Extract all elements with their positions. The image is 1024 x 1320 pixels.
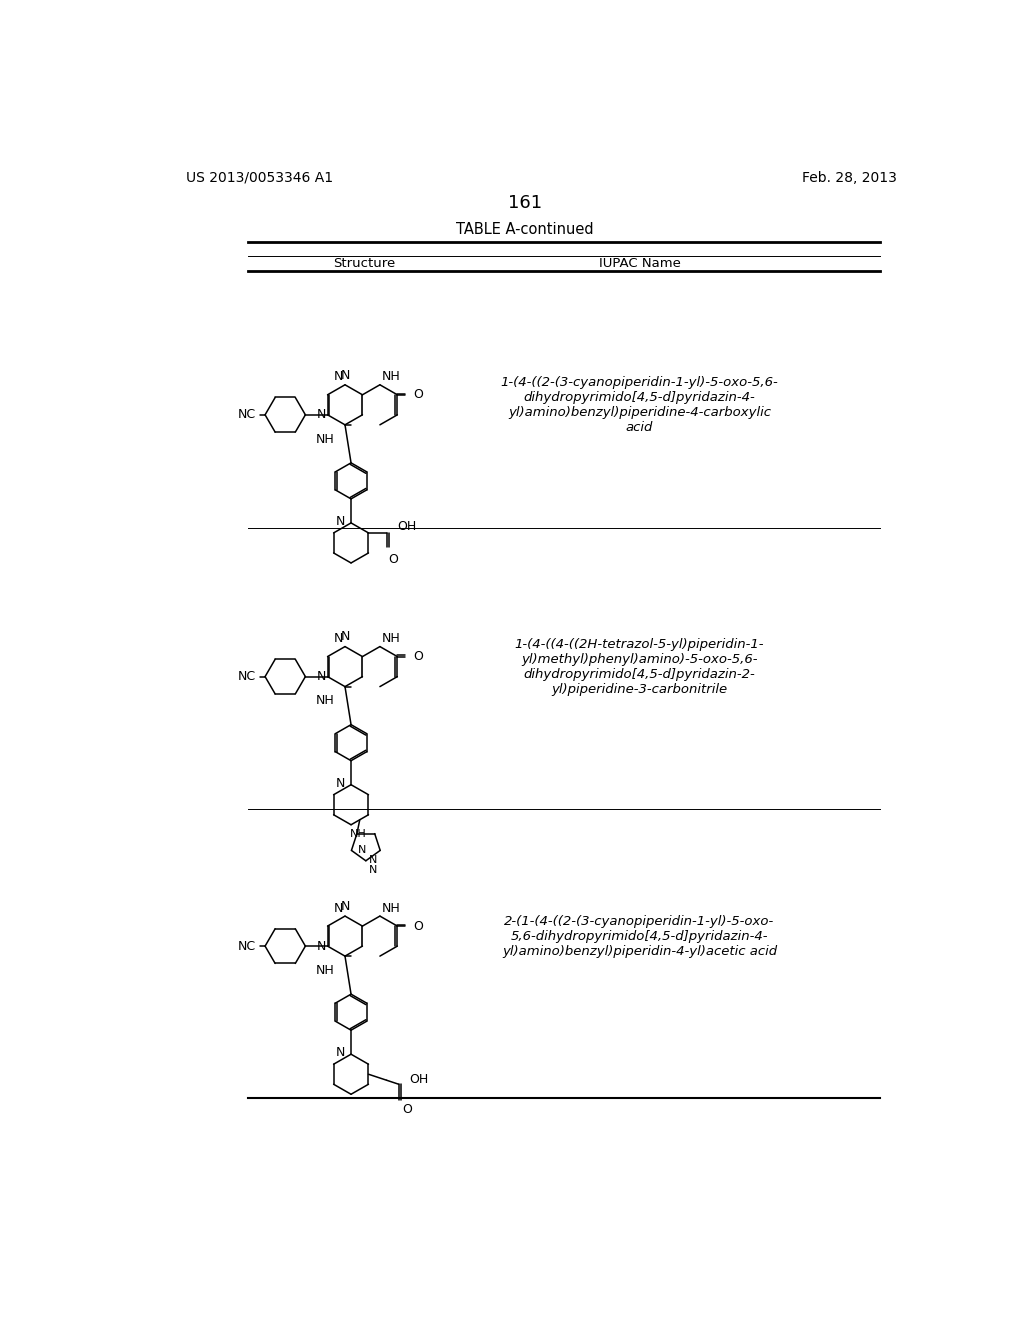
Text: N: N [369,866,377,875]
Text: N: N [336,515,345,528]
Text: TABLE A-continued: TABLE A-continued [456,222,594,236]
Text: N: N [334,370,343,383]
Text: N: N [357,845,366,855]
Text: NH: NH [315,694,334,708]
Text: NH: NH [382,902,400,915]
Text: N: N [316,408,326,421]
Text: N: N [340,368,349,381]
Text: 2-(1-(4-((2-(3-cyanopiperidin-1-yl)-5-oxo-
5,6-dihydropyrimido[4,5-d]pyridazin-4: 2-(1-(4-((2-(3-cyanopiperidin-1-yl)-5-ox… [502,915,777,957]
Text: NH: NH [382,370,400,383]
Text: N: N [334,632,343,645]
Text: O: O [413,920,423,933]
Text: OH: OH [397,520,417,533]
Text: NC: NC [238,940,256,953]
Text: N: N [340,900,349,913]
Text: Feb. 28, 2013: Feb. 28, 2013 [802,170,897,185]
Text: 161: 161 [508,194,542,213]
Text: IUPAC Name: IUPAC Name [599,257,680,271]
Text: NH: NH [350,829,367,838]
Text: NH: NH [382,632,400,645]
Text: N: N [334,902,343,915]
Text: O: O [413,388,423,401]
Text: O: O [401,1104,412,1117]
Text: OH: OH [410,1073,429,1086]
Text: NH: NH [315,964,334,977]
Text: O: O [413,649,423,663]
Text: Structure: Structure [333,257,395,271]
Text: N: N [369,855,377,865]
Text: N: N [336,1047,345,1059]
Text: N: N [336,776,345,789]
Text: N: N [316,671,326,684]
Text: N: N [316,940,326,953]
Text: US 2013/0053346 A1: US 2013/0053346 A1 [186,170,333,185]
Text: 1-(4-((4-((2H-tetrazol-5-yl)piperidin-1-
yl)methyl)phenyl)amino)-5-oxo-5,6-
dihy: 1-(4-((4-((2H-tetrazol-5-yl)piperidin-1-… [515,638,764,696]
Text: O: O [388,553,398,566]
Text: NH: NH [315,433,334,446]
Text: NC: NC [238,408,256,421]
Text: N: N [340,631,349,644]
Text: NC: NC [238,671,256,684]
Text: 1-(4-((2-(3-cyanopiperidin-1-yl)-5-oxo-5,6-
dihydropyrimido[4,5-d]pyridazin-4-
y: 1-(4-((2-(3-cyanopiperidin-1-yl)-5-oxo-5… [501,376,778,434]
